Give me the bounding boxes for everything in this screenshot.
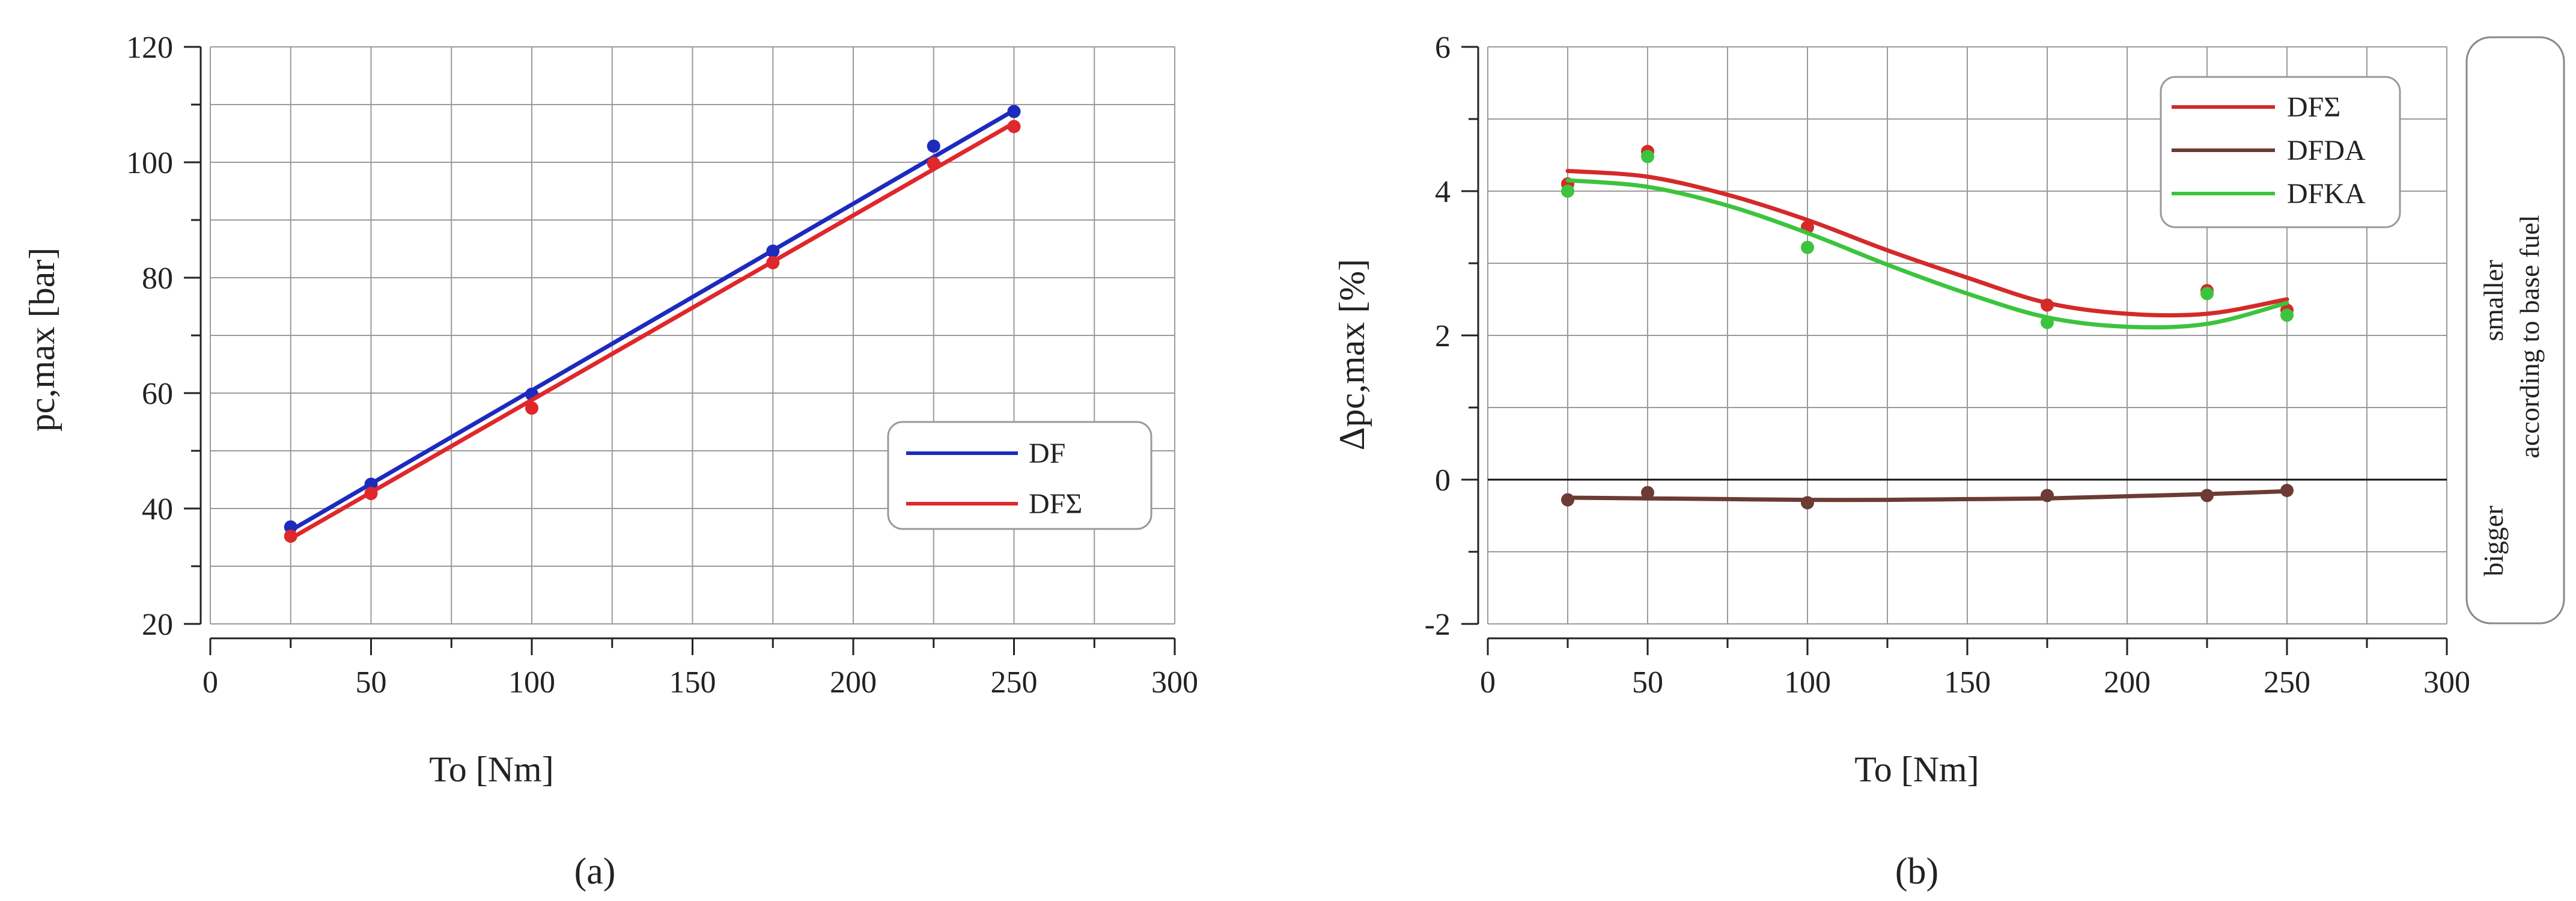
side-note-base-fuel: according to base fuel <box>2514 215 2545 459</box>
panel-label-b: (b) <box>1895 851 1938 892</box>
legend-label-dfka: DFKA <box>2287 178 2366 210</box>
x-tick-label: 150 <box>669 665 716 700</box>
chart-a-series <box>284 105 1021 543</box>
data-point-dfka <box>2200 287 2214 301</box>
chart-b-grid <box>1487 46 2447 625</box>
series-line-dfka <box>1565 178 2289 330</box>
legend-label-dfda: DFDA <box>2287 135 2366 166</box>
x-tick-label: 150 <box>1944 665 1991 700</box>
data-point-df-sigma <box>1007 120 1021 133</box>
data-point-df-sigma <box>2041 298 2054 312</box>
chart-b-axes: 0 50 100 150 200 250 300 -2 0 2 4 6 <box>1425 31 2470 700</box>
x-tick-label: 250 <box>2264 665 2310 700</box>
data-point-dfda <box>1561 493 1574 507</box>
data-point-dfda <box>2041 489 2054 502</box>
chart-a-x-axis-label: To [Nm] <box>429 750 553 789</box>
y-tick-label: -2 <box>1425 608 1451 642</box>
x-tick-label: 250 <box>991 665 1038 700</box>
data-point-df-sigma <box>766 256 780 270</box>
data-point-dfka <box>1801 240 1814 254</box>
data-point-df <box>927 139 940 153</box>
side-note: smaller according to base fuel bigger <box>2465 36 2565 625</box>
chart-b-series <box>1561 145 2294 510</box>
y-tick-label: 20 <box>142 608 173 642</box>
chart-b-x-axis-label: To [Nm] <box>1854 750 1979 789</box>
data-point-dfka <box>2280 308 2294 322</box>
legend-label-df-sigma: DFΣ <box>1029 488 1082 520</box>
chart-b-legend: DFΣ DFDA DFKA <box>2160 76 2401 228</box>
data-point-dfda <box>1641 486 1654 499</box>
series-line-dfda <box>1565 489 2289 502</box>
data-point-dfka <box>1561 185 1574 198</box>
series-line-df <box>288 108 1016 533</box>
y-tick-label: 80 <box>142 261 173 296</box>
chart-b: 0 50 100 150 200 250 300 -2 0 2 4 6 To [Nm] Δpc,max… <box>1332 31 2470 892</box>
data-point-df <box>766 244 780 258</box>
x-tick-label: 200 <box>2104 665 2151 700</box>
data-point-df <box>1007 105 1021 118</box>
data-point-df <box>364 477 378 491</box>
chart-b-y-axis-label: Δpc,max [%] <box>1332 259 1372 450</box>
x-tick-label: 100 <box>1784 665 1831 700</box>
data-point-dfda <box>2200 489 2214 502</box>
data-point-dfka <box>1641 150 1654 163</box>
chart-a-axes: 0 50 100 150 200 250 300 20 40 60 80 100 120 <box>126 31 1198 700</box>
x-tick-label: 300 <box>1151 665 1198 700</box>
y-tick-label: 6 <box>1435 31 1451 65</box>
y-tick-label: 120 <box>126 31 173 65</box>
side-note-smaller: smaller <box>2478 260 2509 341</box>
chart-a-legend-box <box>887 421 1153 530</box>
series-line-df-sigma <box>288 121 1016 541</box>
side-note-bigger: bigger <box>2478 505 2509 576</box>
legend-label-df: DF <box>1029 438 1065 469</box>
series-line-df-sigma <box>1565 168 2289 318</box>
panel-label-a: (a) <box>574 851 616 892</box>
data-point-df-sigma <box>364 487 378 501</box>
chart-b-legend-box <box>2160 76 2401 228</box>
chart-a: 0 50 100 150 200 250 300 20 40 60 80 100 120 To [Nm]… <box>22 31 1198 892</box>
y-tick-label: 60 <box>142 377 173 411</box>
side-note-box <box>2465 36 2565 625</box>
x-tick-label: 300 <box>2423 665 2470 700</box>
y-tick-label: 40 <box>142 492 173 527</box>
x-tick-label: 200 <box>830 665 877 700</box>
data-point-df <box>284 520 297 534</box>
x-tick-label: 50 <box>356 665 387 700</box>
x-tick-label: 0 <box>1480 665 1496 700</box>
data-point-dfda <box>2280 484 2294 497</box>
legend-label-df-sigma: DFΣ <box>2287 91 2340 123</box>
data-point-df-sigma <box>927 156 940 170</box>
data-point-dfka <box>2041 316 2054 329</box>
chart-a-y-axis-label: pc,max [bar] <box>22 248 62 432</box>
x-tick-label: 50 <box>1632 665 1663 700</box>
y-tick-label: 4 <box>1435 175 1451 209</box>
y-tick-label: 0 <box>1435 463 1451 498</box>
chart-a-legend: DF DFΣ <box>887 421 1153 530</box>
x-tick-label: 0 <box>202 665 218 700</box>
y-tick-label: 2 <box>1435 319 1451 353</box>
data-point-dfda <box>1801 496 1814 510</box>
data-point-df-sigma <box>525 401 538 415</box>
data-point-df-sigma <box>284 530 297 543</box>
x-tick-label: 100 <box>508 665 555 700</box>
y-tick-label: 100 <box>126 146 173 180</box>
